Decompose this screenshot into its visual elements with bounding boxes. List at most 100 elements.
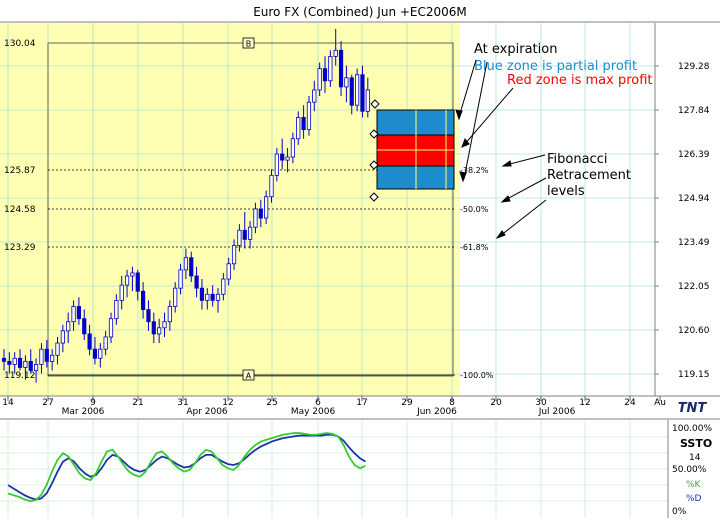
candle-body: [130, 272, 135, 277]
fib-level-label: -100.0%: [460, 371, 494, 380]
x-day-label: 29: [401, 398, 413, 408]
series-k-line: [7, 432, 366, 503]
x-month-label: Jun 2006: [416, 407, 457, 417]
candle-body: [60, 330, 65, 344]
candle-body: [124, 275, 130, 286]
candle-body: [44, 348, 49, 362]
marker-b-box: [242, 37, 255, 49]
chart-title: Euro FX (Combined) Jun +EC2006M: [253, 5, 467, 19]
arrowhead: [459, 171, 467, 183]
candle-body: [253, 208, 258, 228]
candle-body: [17, 357, 23, 368]
x-day-label: Au: [654, 398, 666, 408]
candle-body: [215, 293, 221, 301]
candle-body: [135, 272, 140, 292]
x-day-label: 21: [132, 398, 143, 408]
right-axis: 129.28 127.84 126.39 124.94 123.49 122.05 120.…: [655, 62, 710, 380]
indicator-period: 14: [689, 453, 701, 463]
arrowhead: [501, 160, 512, 167]
arrow-to-blue-lower: [463, 61, 488, 180]
right-axis-label: 129.28: [678, 62, 710, 72]
candle-body: [162, 321, 167, 329]
candle-body: [92, 348, 98, 359]
candle-body: [103, 336, 108, 350]
annotation-fib-line2: Retracement: [547, 168, 631, 183]
candle-body: [194, 275, 199, 289]
left-axis-label: 123.29: [4, 243, 36, 253]
candle-body: [71, 306, 76, 323]
x-month-label: May 2006: [291, 407, 336, 417]
x-axis-strip: [0, 396, 720, 418]
right-axis-label: 123.49: [678, 238, 710, 248]
candle-body: [39, 348, 44, 365]
candle-body: [28, 360, 33, 371]
candle-body: [98, 348, 103, 359]
candle-body: [242, 229, 247, 240]
x-month-label: Jul 2006: [538, 407, 576, 417]
right-axis-label: 127.84: [678, 106, 710, 116]
left-axis-label: 124.58: [4, 205, 36, 215]
x-axis: 14 27 9 21 31 12 25 6 17 29 8 20 30 12 24 Au Mar 2006 Apr…: [2, 396, 666, 417]
x-day-label: 6: [315, 398, 321, 408]
title-bar: [0, 0, 720, 22]
candle-body: [237, 229, 242, 246]
candle-body: [146, 309, 151, 323]
marker-b: B: [246, 40, 252, 49]
candle-body: [151, 321, 156, 335]
legend-k: %K: [686, 480, 702, 490]
candle-body: [173, 287, 178, 307]
arrow-fib-61: [499, 199, 547, 237]
candle-body: [296, 117, 301, 140]
right-axis-label: 119.15: [678, 370, 710, 380]
arrowhead: [495, 230, 506, 240]
candle-body: [55, 342, 60, 356]
candle-body: [317, 68, 322, 91]
candle-body: [221, 278, 226, 295]
arrow-fib-50: [504, 177, 547, 201]
diamond-marker: [369, 192, 379, 202]
left-axis: 130.04 125.87 124.58 123.29 119.12: [4, 39, 36, 381]
x-month-label: Mar 2006: [62, 407, 105, 417]
candle-body: [189, 257, 194, 277]
candle-body: [157, 327, 162, 335]
candle-body: [34, 364, 39, 371]
candle-body: [199, 287, 205, 301]
fib-level-label: -50.0%: [460, 205, 489, 214]
arrowhead: [455, 109, 463, 121]
logo-bg: [666, 398, 718, 415]
x-month-label: Apr 2006: [186, 407, 228, 417]
left-axis-label: 119.12: [4, 371, 36, 381]
diamond-markers: [369, 99, 380, 202]
candle-body: [12, 357, 17, 365]
x-day-label: 25: [266, 398, 277, 408]
indicator-axis-top: 100.00%: [672, 424, 712, 434]
candle-body: [322, 68, 328, 82]
fib-level-label: -61.8%: [460, 243, 489, 252]
annotation-red-zone: Red zone is max profit: [507, 73, 653, 88]
candle-body: [210, 293, 215, 301]
marker-a: A: [246, 372, 252, 381]
candle-body: [231, 245, 237, 265]
candle-body: [360, 74, 365, 112]
annotation-fib-line3: levels: [547, 184, 585, 199]
right-axis-label: 120.60: [678, 326, 710, 336]
candle-body: [274, 153, 279, 176]
fib-level-label: -38.2%: [460, 166, 489, 175]
arrow-to-red-zone: [463, 87, 514, 146]
right-axis-label: 126.39: [678, 150, 710, 160]
x-day-label: 24: [624, 398, 636, 408]
candle-body: [183, 257, 188, 271]
candle-body: [365, 89, 370, 112]
candle-body: [269, 174, 274, 198]
logo-text: TNT: [678, 401, 708, 416]
indicator-axis-bottom: 0%: [672, 507, 687, 517]
candle-body: [301, 117, 306, 131]
right-axis-label: 124.94: [678, 194, 710, 204]
annotation-blue-zone: Blue zone is partial profit: [474, 59, 637, 74]
candlesticks: [1, 28, 370, 383]
candle-body: [140, 290, 146, 310]
x-day-label: 31: [177, 398, 188, 408]
candle-body: [328, 56, 333, 82]
candle-body: [66, 321, 71, 332]
